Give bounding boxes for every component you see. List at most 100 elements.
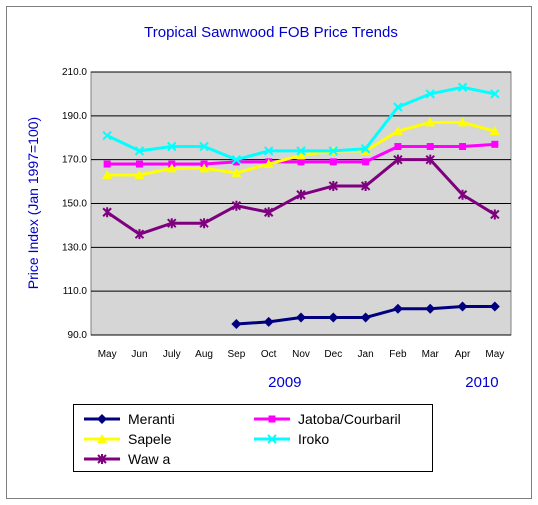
data-point — [167, 141, 177, 152]
y-tick-label: 170.0 — [62, 155, 87, 166]
year-label: 2010 — [465, 374, 498, 391]
x-tick-label: Aug — [195, 349, 213, 360]
data-point — [263, 316, 274, 327]
data-point — [425, 117, 436, 127]
gridlines — [91, 71, 511, 336]
legend-entry: Sapele — [84, 431, 172, 447]
legend-label: Iroko — [298, 431, 329, 447]
legend-marker — [97, 454, 107, 464]
chart-title: Tropical Sawnwood FOB Price Trends — [144, 24, 398, 41]
data-point — [489, 301, 500, 312]
legend-entry: Meranti — [84, 411, 175, 427]
x-tick-label: May — [98, 349, 117, 360]
data-point — [199, 218, 209, 229]
data-point — [103, 160, 111, 168]
data-point — [296, 150, 306, 160]
data-point — [360, 145, 371, 155]
legend-entry: Waw a — [84, 451, 170, 467]
data-point — [231, 200, 242, 211]
legend-label: Sapele — [128, 431, 172, 447]
y-tick-label: 90.0 — [68, 330, 88, 341]
y-tick-label: 190.0 — [62, 111, 87, 122]
y-tick-labels: 90.0 110.0 130.0 150.0 170.0 190.0 210.0 — [62, 67, 87, 341]
y-axis-label: Price Index (Jan 1997=100) — [25, 117, 41, 289]
data-point — [328, 180, 339, 191]
data-point — [360, 180, 371, 191]
data-point — [102, 170, 113, 180]
data-point — [263, 207, 274, 218]
data-point — [329, 158, 337, 166]
data-point — [166, 163, 177, 173]
data-point — [459, 143, 467, 151]
y-tick-label: 110.0 — [63, 286, 88, 297]
x-tick-label: Apr — [455, 349, 471, 360]
year-label: 2009 — [268, 374, 301, 391]
data-point — [134, 170, 145, 180]
data-point — [232, 158, 240, 166]
data-point — [296, 312, 306, 323]
data-point — [360, 144, 371, 154]
data-point — [297, 158, 305, 166]
x-tick-label: Jan — [358, 349, 374, 360]
x-tick-label: Jun — [131, 349, 147, 360]
data-point — [489, 126, 500, 136]
data-point — [231, 154, 242, 165]
data-point — [457, 82, 468, 93]
data-point — [134, 229, 145, 240]
data-point — [392, 303, 403, 314]
y-tick-label: 150.0 — [62, 199, 87, 210]
data-point — [457, 301, 468, 312]
data-point — [394, 143, 402, 151]
series-meranti — [231, 301, 500, 330]
data-point — [167, 218, 177, 229]
legend: Meranti Jatoba/Courbaril Sapele Iroko Waw a — [73, 404, 433, 472]
legend-label: Waw a — [128, 451, 170, 467]
data-point — [425, 89, 435, 99]
data-point — [296, 189, 306, 200]
x-tick-label: Nov — [292, 349, 310, 360]
x-tick-label: May — [485, 349, 504, 360]
series-sapele — [102, 117, 500, 180]
data-point — [362, 158, 370, 166]
data-point — [199, 163, 210, 173]
x-tick-label: Oct — [261, 349, 277, 360]
legend-marker — [267, 434, 277, 444]
series-waw-a — [102, 154, 500, 240]
x-tick-label: Sep — [227, 349, 245, 360]
data-point — [135, 160, 143, 168]
data-point — [102, 130, 112, 141]
x-tick-label: July — [163, 349, 181, 360]
y-tick-label: 130.0 — [62, 242, 87, 253]
data-point — [328, 312, 339, 323]
legend-marker — [97, 434, 107, 443]
legend-marker — [97, 414, 107, 424]
series-layer — [102, 82, 500, 330]
x-tick-label: Feb — [389, 349, 407, 360]
data-point — [393, 154, 403, 165]
x-tick-label: Dec — [324, 349, 342, 360]
data-point — [263, 146, 274, 156]
x-tick-labels: May Jun July Aug Sep Oct Nov Dec Jan Feb Mar Apr May — [98, 349, 505, 360]
data-point — [360, 312, 371, 323]
legend-entry: Iroko — [254, 431, 329, 447]
data-point — [426, 143, 434, 151]
data-point — [457, 117, 468, 127]
data-point — [231, 167, 242, 177]
line-chart: Tropical Sawnwood FOB Price Trends 90.0 1… — [25, 24, 512, 391]
chart-frame: Tropical Sawnwood FOB Price Trends 90.0 1… — [6, 6, 532, 499]
year-labels: 2009 2010 — [268, 374, 498, 391]
data-point — [134, 146, 145, 156]
data-point — [296, 146, 306, 156]
y-tick-label: 210.0 — [62, 67, 87, 78]
data-point — [263, 159, 274, 169]
series-iroko — [102, 82, 500, 165]
data-point — [457, 189, 468, 200]
x-tick-label: Mar — [422, 349, 440, 360]
data-point — [490, 89, 500, 99]
data-point — [328, 146, 339, 156]
legend-label: Jatoba/Courbaril — [298, 411, 401, 427]
data-point — [425, 303, 436, 314]
data-point — [393, 102, 403, 112]
data-point — [491, 140, 499, 148]
data-point — [490, 209, 500, 220]
